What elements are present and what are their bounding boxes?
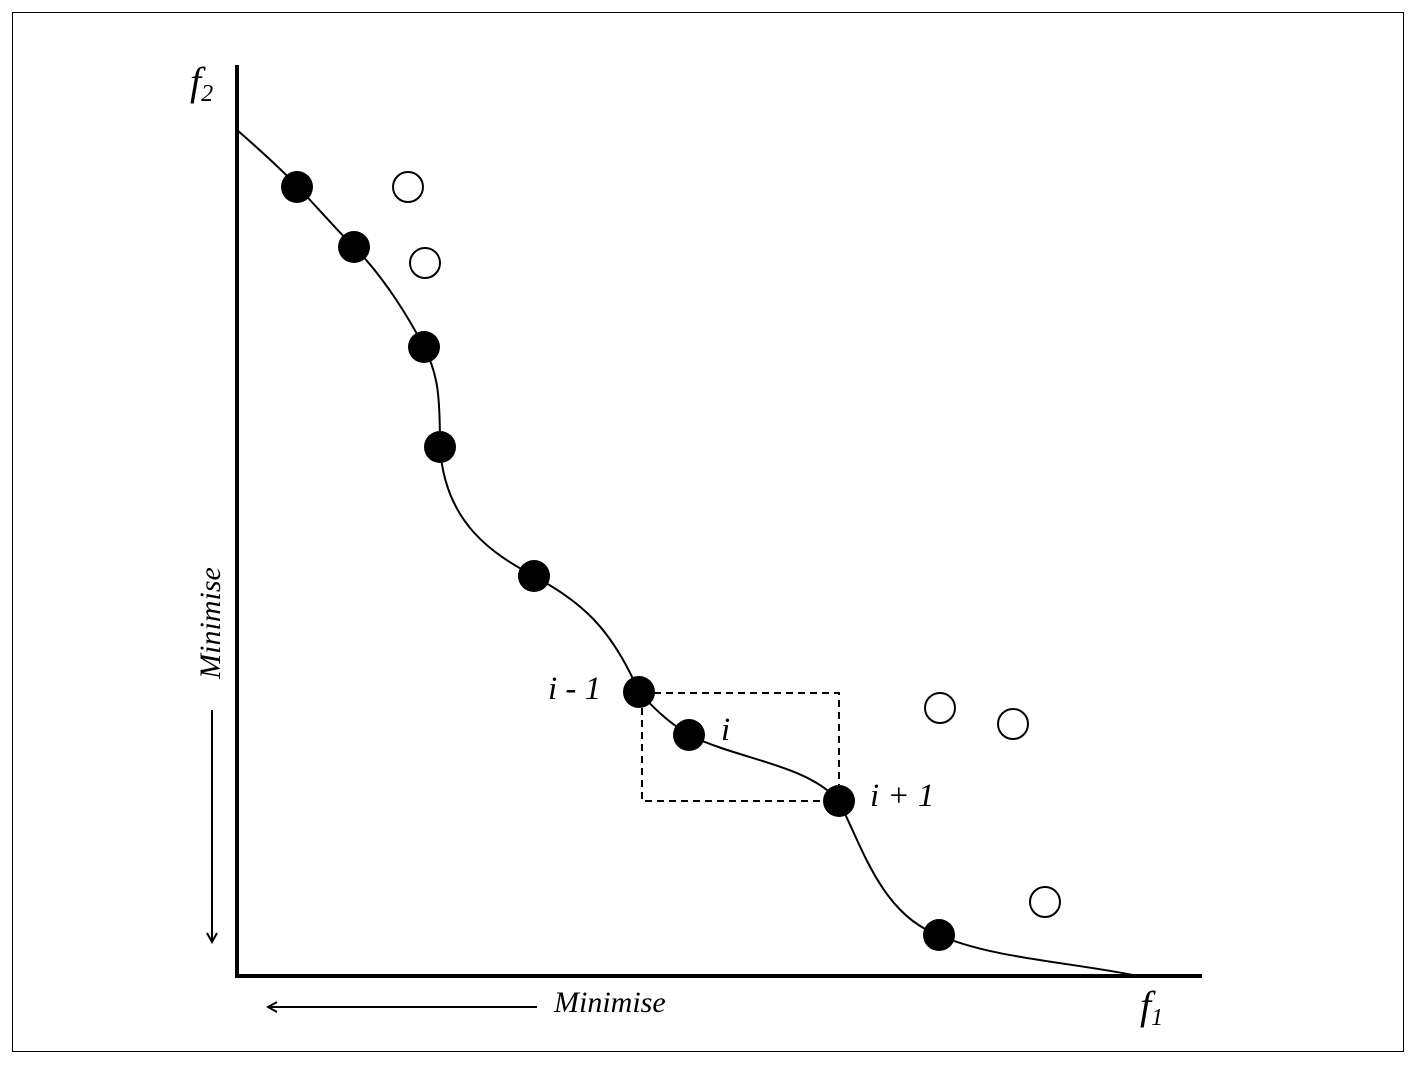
front-point bbox=[338, 231, 370, 263]
front-point bbox=[408, 331, 440, 363]
non-dominated-points bbox=[281, 171, 955, 951]
diagram-frame bbox=[12, 12, 1404, 1052]
x-minimise-label: Minimise bbox=[554, 986, 666, 1019]
x-axis-label: f1 bbox=[1140, 983, 1164, 1031]
pareto-front-curve bbox=[236, 129, 1139, 977]
dominated-points bbox=[392, 171, 1061, 918]
front-point bbox=[518, 560, 550, 592]
dominated-point bbox=[392, 171, 424, 203]
front-point-i-plus-1 bbox=[823, 785, 855, 817]
dominated-point bbox=[1029, 886, 1061, 918]
dominated-point bbox=[409, 247, 441, 279]
label-i: i bbox=[721, 712, 731, 748]
front-point-i-minus-1 bbox=[623, 676, 655, 708]
y-axis-label: f2 bbox=[190, 59, 214, 107]
front-point bbox=[923, 919, 955, 951]
y-minimise-label: Minimise bbox=[194, 567, 227, 679]
dominated-point bbox=[924, 692, 956, 724]
dominated-point bbox=[997, 708, 1029, 740]
label-i-minus-1: i - 1 bbox=[548, 671, 602, 707]
label-i-plus-1: i + 1 bbox=[870, 778, 935, 814]
front-point-i bbox=[673, 719, 705, 751]
crowding-distance-box bbox=[641, 692, 840, 802]
front-point bbox=[281, 171, 313, 203]
front-point bbox=[424, 431, 456, 463]
